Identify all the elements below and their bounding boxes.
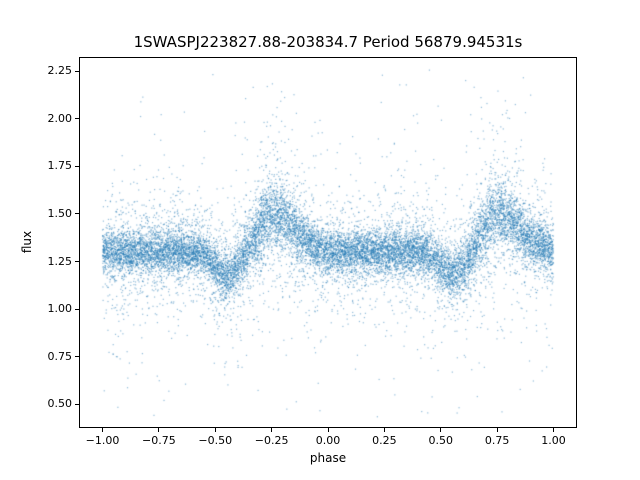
x-tick-label: 0.75	[484, 434, 510, 447]
x-axis-label: phase	[309, 451, 347, 465]
x-tick-label: −0.50	[198, 434, 233, 447]
scatter-canvas	[80, 58, 576, 427]
x-tick-label: 0.50	[428, 434, 453, 447]
x-tick-label: 0.25	[372, 434, 397, 447]
y-tick	[75, 261, 79, 263]
plot-area	[79, 57, 577, 428]
x-tick	[383, 428, 385, 432]
x-tick-label: −1.00	[85, 434, 120, 447]
x-tick	[102, 428, 104, 432]
y-tick-label: 1.50	[47, 206, 73, 220]
y-tick-label: 1.25	[47, 254, 73, 268]
x-tick	[496, 428, 498, 432]
chart-title: 1SWASPJ223827.88-203834.7 Period 56879.9…	[133, 33, 523, 51]
x-tick-label: 1.00	[541, 434, 566, 447]
y-tick	[75, 213, 79, 215]
y-tick	[75, 403, 79, 405]
x-tick	[327, 428, 329, 432]
x-tick	[214, 428, 216, 432]
x-tick	[158, 428, 160, 432]
x-tick	[440, 428, 442, 432]
x-tick	[271, 428, 273, 432]
x-tick	[552, 428, 554, 432]
y-tick-label: 1.75	[47, 159, 73, 173]
y-tick-label: 2.00	[47, 111, 73, 125]
x-tick-label: −0.25	[254, 434, 289, 447]
y-tick	[75, 356, 79, 358]
y-tick-label: 2.25	[47, 64, 73, 78]
x-tick-label: 0.00	[315, 434, 341, 447]
y-axis-label: flux	[20, 230, 34, 254]
y-tick-label: 1.00	[47, 302, 73, 316]
x-tick-label: −0.75	[142, 434, 176, 447]
y-tick	[75, 308, 79, 310]
y-tick	[75, 70, 79, 72]
y-tick	[75, 165, 79, 167]
y-tick-label: 0.75	[47, 349, 73, 363]
y-tick-label: 0.50	[47, 397, 73, 411]
y-tick	[75, 118, 79, 120]
